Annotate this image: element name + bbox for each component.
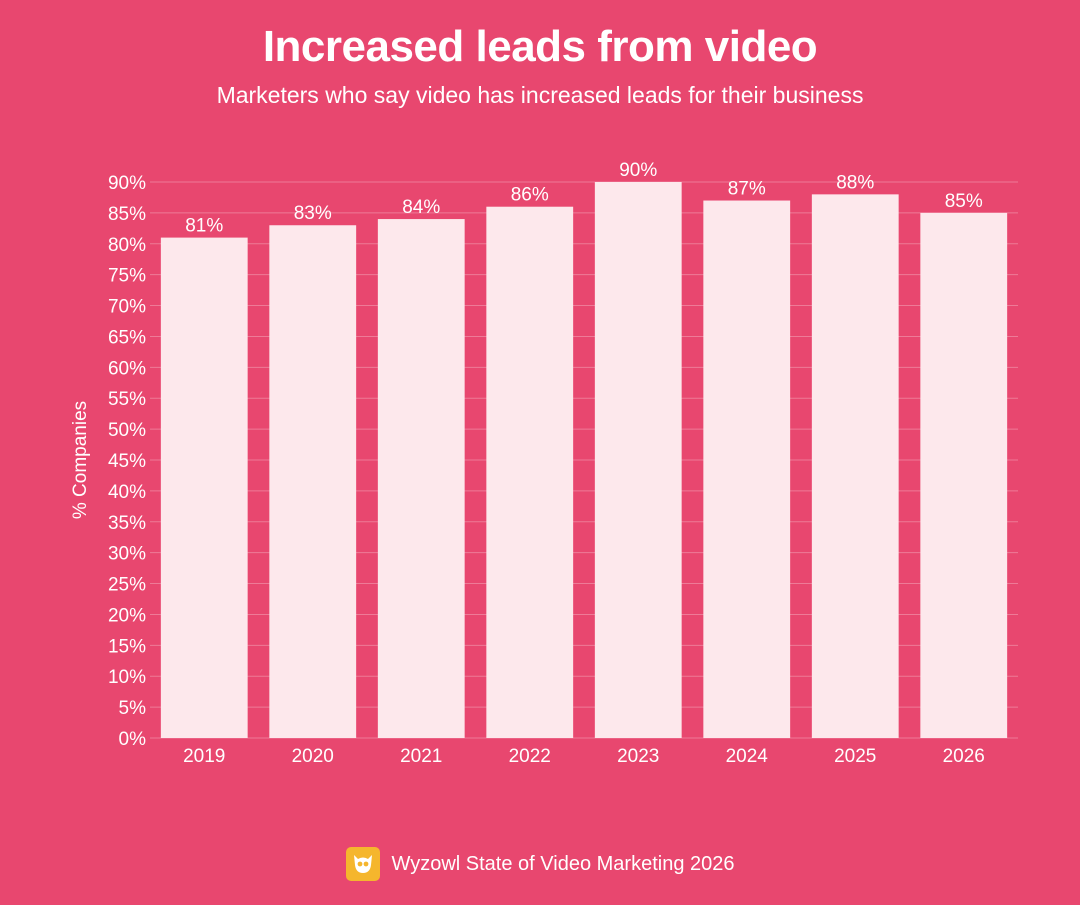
wyzowl-owl-logo-icon — [345, 847, 380, 881]
bar — [486, 206, 574, 738]
chart-subtitle: Marketers who say video has increased le… — [216, 82, 864, 108]
x-tick-label: 2019 — [183, 746, 225, 767]
x-tick-label: 2021 — [400, 746, 442, 767]
bar-value-label: 86% — [511, 185, 549, 206]
bar — [377, 219, 465, 739]
bar — [703, 200, 791, 739]
x-tick-label: 2020 — [292, 746, 334, 767]
y-tick-label: 85% — [108, 204, 146, 225]
bar — [269, 225, 357, 738]
y-tick-label: 60% — [108, 358, 146, 379]
y-tick-label: 20% — [108, 605, 146, 626]
y-tick-label: 15% — [108, 636, 146, 657]
y-tick-label: 5% — [119, 698, 147, 719]
source-footer: Wyzowl State of Video Marketing 2026 — [0, 847, 1080, 881]
bar — [594, 182, 682, 738]
bar-value-label: 90% — [619, 160, 657, 181]
x-tick-label: 2023 — [617, 746, 659, 767]
bar — [811, 194, 899, 738]
source-text: Wyzowl State of Video Marketing 2026 — [391, 852, 735, 875]
chart-title: Increased leads from video — [262, 22, 818, 71]
x-tick-label: 2022 — [509, 746, 551, 767]
bar-value-label: 84% — [402, 197, 440, 218]
y-tick-label: 80% — [108, 235, 146, 256]
x-tick-label: 2026 — [943, 746, 985, 767]
x-tick-label: 2024 — [726, 746, 769, 767]
y-axis-ticks: 0% 5% 10% 15% 20% 25% 30% 35% 40% 45% 50% 55% 60% 65%… — [108, 173, 146, 750]
bar-value-label: 83% — [294, 203, 332, 224]
y-tick-label: 90% — [108, 173, 146, 194]
bars — [160, 182, 1008, 739]
y-tick-label: 50% — [108, 420, 146, 441]
bar — [920, 212, 1008, 738]
bar-value-label: 88% — [836, 172, 874, 193]
y-tick-label: 10% — [108, 667, 146, 688]
y-tick-label: 25% — [108, 575, 146, 596]
y-tick-label: 0% — [119, 729, 147, 750]
y-tick-label: 35% — [108, 513, 146, 534]
bar-value-label: 85% — [945, 191, 983, 212]
y-tick-label: 30% — [108, 544, 146, 565]
y-tick-label: 45% — [108, 451, 146, 472]
bar-value-label: 81% — [185, 216, 223, 237]
y-tick-label: 75% — [108, 266, 146, 287]
y-tick-label: 55% — [108, 389, 146, 410]
y-tick-label: 70% — [108, 297, 146, 318]
y-tick-label: 65% — [108, 327, 146, 348]
data-labels: 81% 83% 84% 86% 90% 87% 88% 85% — [185, 160, 983, 237]
y-tick-label: 40% — [108, 482, 146, 503]
x-tick-label: 2025 — [834, 746, 876, 767]
bar-value-label: 87% — [728, 179, 766, 200]
x-axis-ticks: 2019 2020 2021 2022 2023 2024 2025 2026 — [183, 746, 985, 767]
y-axis-label: % Companies — [70, 401, 91, 519]
bar — [160, 237, 248, 738]
